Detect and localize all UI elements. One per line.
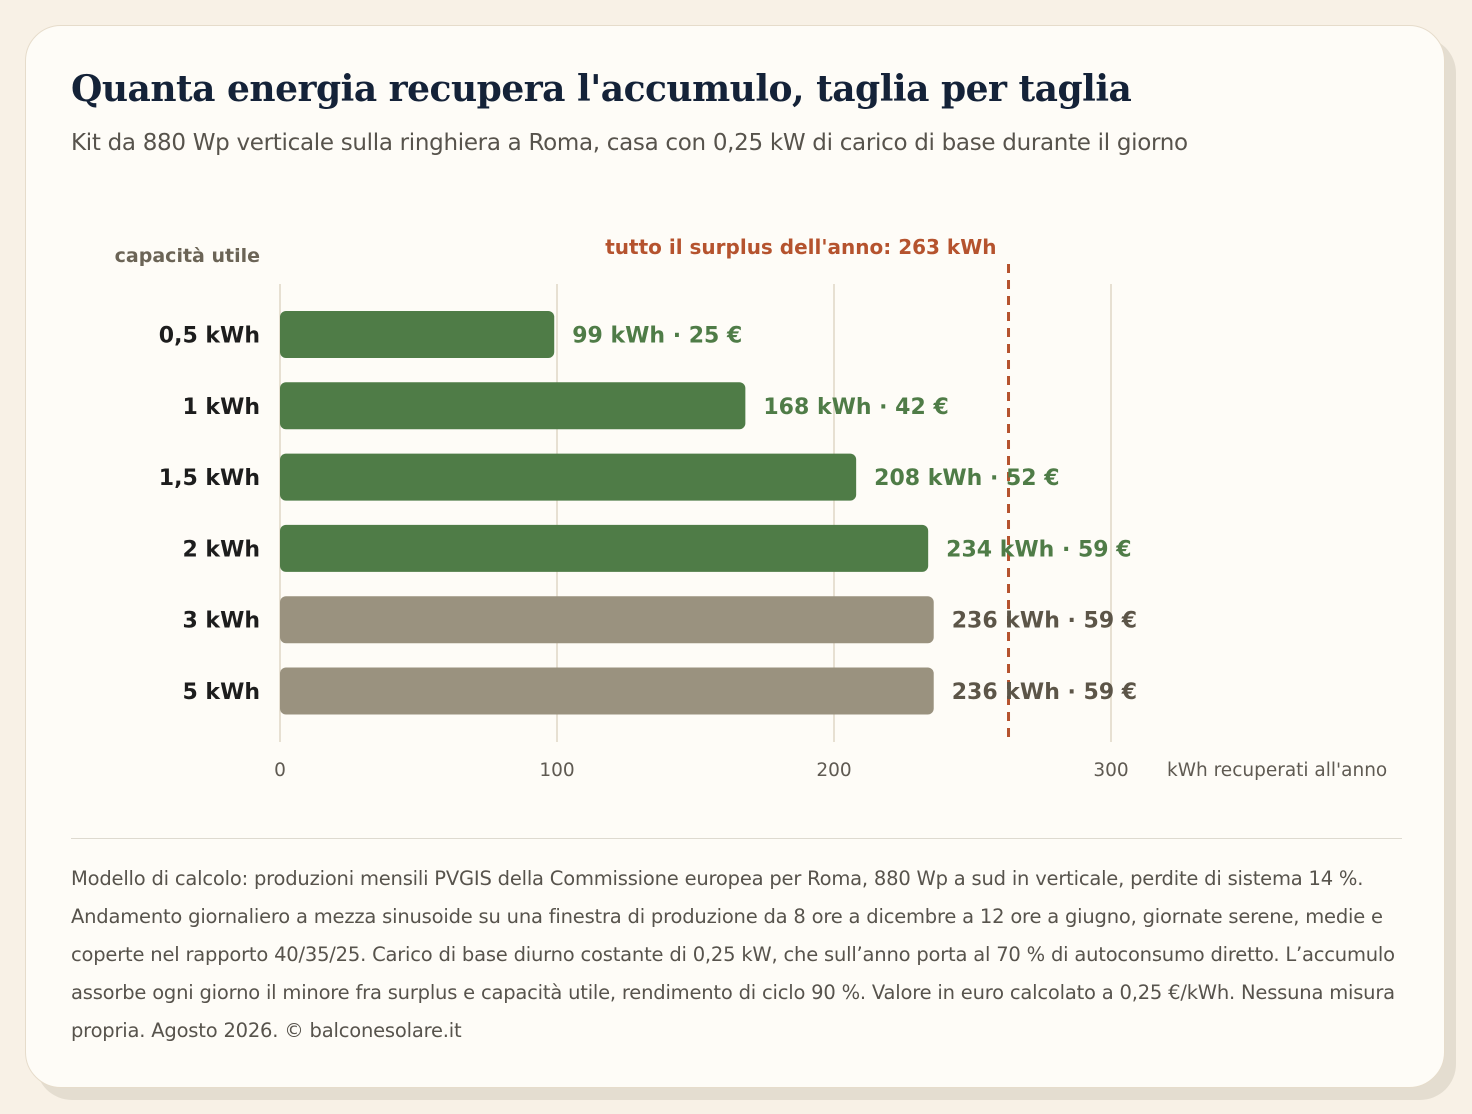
labels: 0,5 kWh 99 kWh · 25 € 1 kWh 168 kWh · 42 € 1… (159, 324, 1137, 706)
bar (280, 382, 746, 430)
x-tick-label: 100 (539, 760, 574, 781)
bar (280, 311, 555, 358)
gridlines: 0 100 200 300 (274, 284, 1129, 781)
value-label: 234 kWh · 59 € (946, 537, 1131, 562)
x-tick-label: 200 (816, 760, 851, 781)
bar (280, 667, 934, 715)
bar-chart: 0 100 200 300 0,5 kWh 99 kWh · 25 € 1 kWh 168 … (115, 235, 1388, 781)
bar (280, 453, 857, 501)
methodology-footnote: Modello di calcolo: produzioni mensili P… (71, 867, 1395, 1042)
category-label: 5 kWh (182, 680, 260, 705)
value-label: 168 kWh · 42 € (763, 395, 948, 420)
x-axis-title: kWh recuperati all'anno (1167, 760, 1387, 781)
value-label: 99 kWh · 25 € (572, 324, 742, 349)
reference-line-label: tutto il surplus dell'anno: 263 kWh (605, 235, 996, 259)
category-label: 0,5 kWh (159, 324, 260, 349)
bars (280, 311, 934, 715)
value-label: 208 kWh · 52 € (874, 466, 1059, 491)
bar (280, 596, 934, 644)
category-label: 3 kWh (182, 609, 260, 634)
bar (280, 524, 929, 572)
x-tick-label: 0 (274, 760, 286, 781)
category-label: 1 kWh (182, 395, 260, 420)
chart-title: Quanta energia recupera l'accumulo, tagl… (71, 68, 1132, 110)
category-label: 2 kWh (182, 537, 260, 562)
value-label: 236 kWh · 59 € (952, 680, 1137, 705)
divider (71, 838, 1402, 839)
y-axis-title: capacità utile (115, 245, 260, 267)
value-label: 236 kWh · 59 € (952, 609, 1137, 634)
chart-subtitle: Kit da 880 Wp verticale sulla ringhiera … (71, 130, 1188, 156)
category-label: 1,5 kWh (159, 466, 260, 491)
x-tick-label: 300 (1093, 760, 1128, 781)
